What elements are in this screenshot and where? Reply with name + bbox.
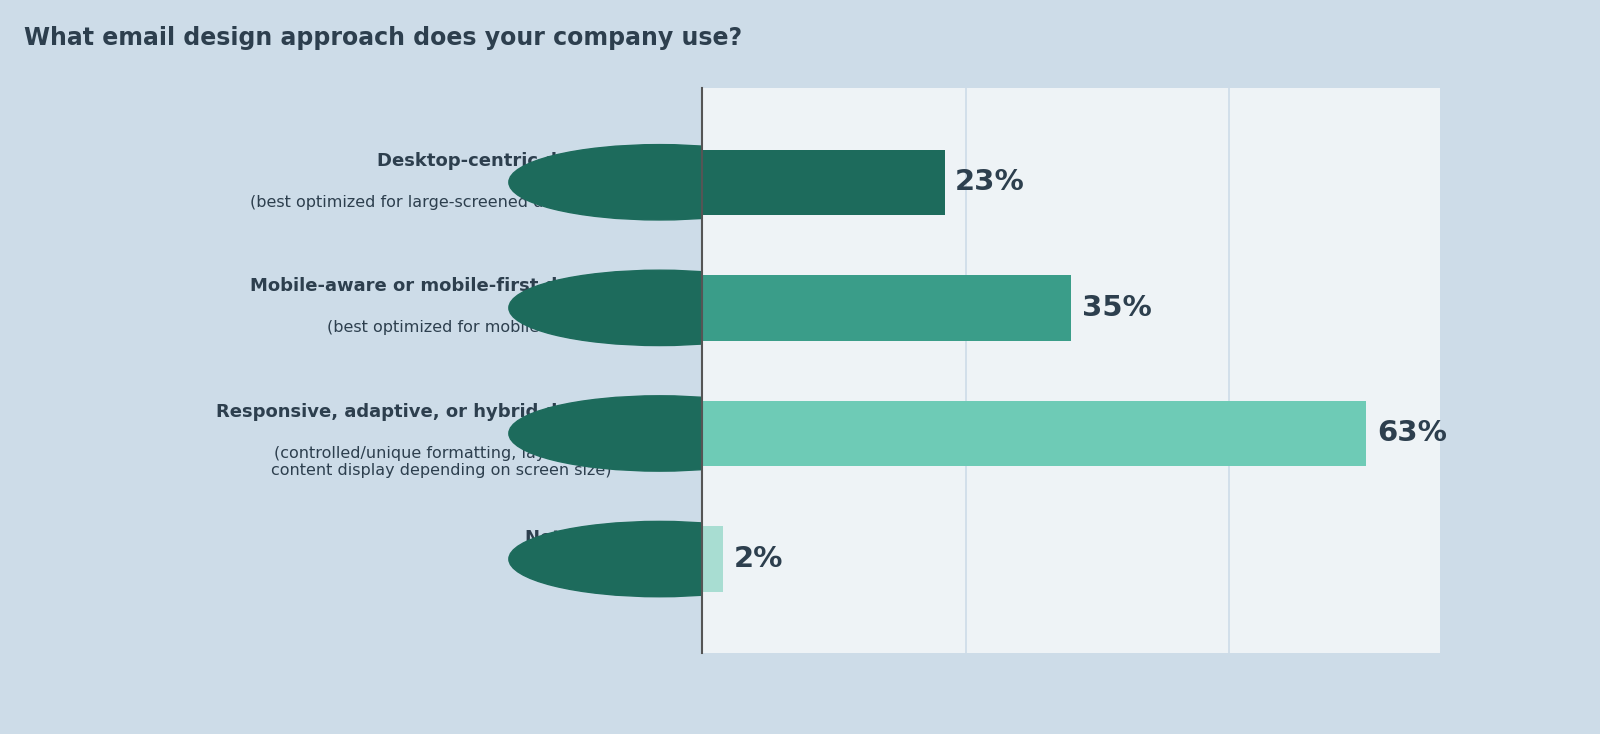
Text: (best optimized for large-screened desktops): (best optimized for large-screened deskt…	[250, 195, 611, 210]
Text: (controlled/unique formatting, layout, and
content display depending on screen s: (controlled/unique formatting, layout, a…	[272, 446, 611, 479]
Text: Not sure: Not sure	[525, 528, 611, 547]
Bar	[702, 150, 944, 215]
Text: Desktop-centric design: Desktop-centric design	[378, 152, 611, 170]
Text: Responsive, adaptive, or hybrid design: Responsive, adaptive, or hybrid design	[216, 403, 611, 421]
Text: 63%: 63%	[1376, 419, 1446, 448]
Text: What email design approach does your company use?: What email design approach does your com…	[24, 26, 742, 50]
Circle shape	[509, 396, 810, 471]
Bar	[702, 526, 723, 592]
Bar	[702, 401, 1366, 466]
Circle shape	[509, 270, 810, 346]
Text: 35%: 35%	[1082, 294, 1152, 322]
Text: 2%: 2%	[734, 545, 782, 573]
Text: (best optimized for mobile devices): (best optimized for mobile devices)	[326, 321, 611, 335]
Circle shape	[509, 521, 810, 597]
Bar	[702, 275, 1070, 341]
Text: 23%: 23%	[955, 168, 1026, 196]
Circle shape	[509, 145, 810, 220]
Text: Mobile-aware or mobile-first design: Mobile-aware or mobile-first design	[250, 277, 611, 295]
